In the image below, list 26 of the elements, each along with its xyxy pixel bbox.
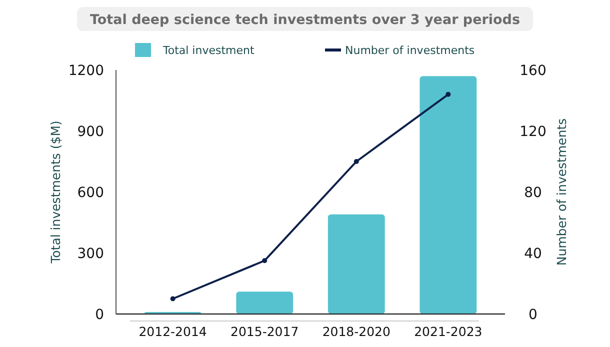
y-tick-label: 900 (77, 124, 104, 140)
x-tick-label: 2012-2014 (138, 324, 207, 339)
y-tick-label: 300 (77, 246, 104, 262)
y-axis-title: Total investments ($M) (48, 120, 63, 264)
legend-label: Total investment (162, 44, 255, 57)
y2-tick-label: 0 (528, 307, 538, 323)
bar (236, 292, 294, 314)
bar (420, 76, 477, 314)
point (354, 159, 359, 164)
y-tick-label: 600 (77, 185, 104, 201)
x-tick-label: 2015-2017 (230, 324, 299, 339)
x-tick-label: 2021-2023 (414, 324, 482, 339)
point (262, 258, 268, 264)
x-tick-label: 2018-2020 (322, 324, 391, 339)
legend-label: Number of investments (345, 44, 475, 57)
y2-tick-label: 160 (520, 63, 546, 79)
y2-tick-label: 40 (524, 246, 542, 262)
y-tick-label: 0 (95, 307, 104, 323)
y-tick-label: 1200 (68, 63, 104, 79)
chart-title: Total deep science tech investments over 3 year periods (90, 12, 520, 28)
y2-tick-label: 120 (520, 124, 546, 140)
y2-axis-title: Number of investments (554, 118, 569, 266)
bar (328, 214, 385, 314)
y2-tick-label: 80 (524, 185, 542, 201)
point (170, 296, 176, 302)
point (446, 92, 451, 97)
